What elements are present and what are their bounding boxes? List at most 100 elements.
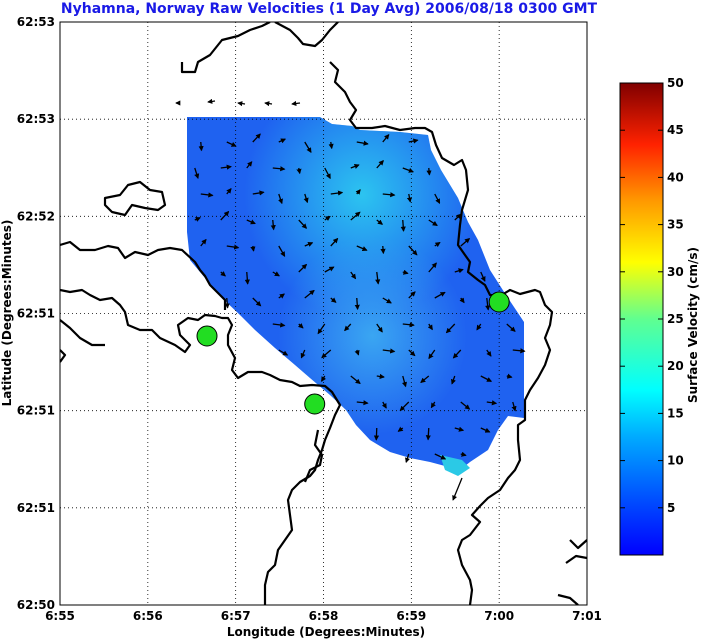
current-vector [244,271,250,285]
current-vector [376,323,383,333]
current-vector [291,100,301,107]
current-vector [304,141,312,153]
current-vector [350,211,361,221]
current-vector [272,166,286,172]
current-vector [430,401,436,409]
current-vector [278,245,286,257]
current-vector [198,141,204,152]
current-vector [425,427,431,441]
current-vector [480,375,493,382]
current-vector [226,141,237,147]
x-tick-label: 6:55 [45,609,75,623]
colorbar-tick-label: 15 [667,406,684,420]
colorbar-tick-label: 10 [667,454,684,468]
colorbar-tick-label: 25 [667,312,684,326]
current-vector [207,98,216,104]
x-tick-label: 6:56 [133,609,163,623]
current-vector [397,426,404,432]
current-vector [460,401,471,410]
current-vector [382,192,396,198]
current-vector [428,262,437,273]
current-vector [445,323,456,334]
current-vector [380,245,386,255]
current-vector [452,477,463,501]
current-vector [452,349,462,359]
current-vector [330,237,339,247]
current-vector [354,349,360,356]
coastline-west-island-2 [60,288,342,605]
current-vector [381,401,387,409]
current-vector [350,271,357,280]
current-vector [376,219,384,225]
current-vector [428,219,438,227]
current-vector [460,451,467,457]
x-tick-label: 7:01 [572,609,602,623]
current-vector [434,291,446,299]
colorbar-tick-label: 5 [667,501,675,515]
colorbar-tick-label: 30 [667,265,684,279]
current-vector [300,349,306,359]
y-tick-label: 62:50 [17,598,55,612]
current-vector [375,271,381,285]
current-vector [476,323,482,331]
current-vector [324,215,331,221]
colorbar-label: Surface Velocity (cm/s) [686,247,700,403]
current-vector [480,427,491,433]
current-vector [420,375,430,383]
current-vector [330,190,344,196]
current-vector [252,297,262,307]
current-vector [408,245,418,256]
current-vector [200,238,207,247]
current-vector [194,217,201,222]
current-vector [376,373,385,380]
colorbar-tick-label: 35 [667,218,684,232]
colorbar-tick-label: 40 [667,170,684,184]
current-vector [486,400,498,406]
coastline-east-islet [569,539,587,550]
coastline-south-peninsula [303,429,324,483]
current-vector [278,293,285,299]
coastline-west-bay [60,319,105,347]
colorbar-ticks: 50 45 40 35 30 25 20 15 10 5 [620,76,684,515]
coastline-north-mainland [329,61,554,605]
current-vector [250,245,256,252]
current-vector [317,323,326,335]
colorbar: 50 45 40 35 30 25 20 15 10 5 Surface Velocity (cm… [619,76,700,556]
current-vector [408,349,416,357]
current-vector [405,453,410,464]
plot-area [60,22,587,605]
current-vector [402,167,414,173]
x-tick-label: 7:00 [484,609,514,623]
coastline [60,22,587,605]
radar-stations [196,291,510,415]
current-vector [450,375,456,385]
current-vector [355,189,361,195]
colorbar-gradient [619,82,664,556]
current-vector [304,289,315,299]
current-vector [278,193,283,205]
coastline-west-island [60,240,227,310]
current-vector [194,167,200,179]
y-tick-label: 62:53 [17,15,55,29]
colorbar-tick-label: 45 [667,123,684,137]
x-tick-label: 6:58 [309,609,339,623]
current-vector [226,188,232,195]
current-vector [304,242,314,247]
coastline-east-islet-3 [557,593,579,605]
current-vector [226,244,240,250]
x-tick-label: 6:57 [221,609,251,623]
current-vector [434,453,447,460]
coastline-west-islet [60,349,67,363]
current-vector [408,291,416,299]
current-vector [296,167,302,175]
current-vector [486,349,492,357]
current-vector [264,101,273,107]
current-vector [272,271,280,277]
current-vector [270,219,276,231]
current-vector [303,193,309,204]
current-vector [324,167,331,180]
current-vector [321,375,327,382]
current-vector [356,140,369,146]
current-vector [328,141,334,150]
current-vector [506,373,513,379]
